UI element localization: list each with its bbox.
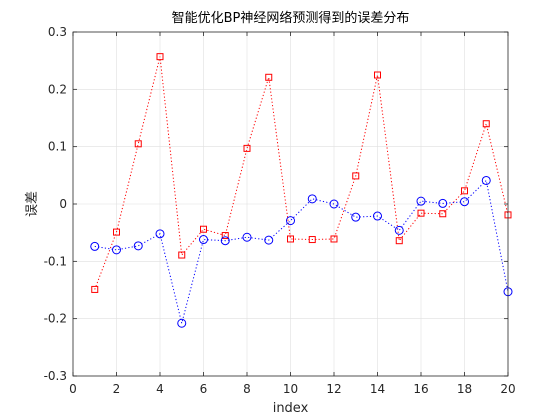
series-2-point — [351, 212, 361, 222]
series-1-point — [243, 144, 251, 152]
y-tick-label: 0.2 — [48, 82, 67, 96]
series-2-point — [329, 199, 339, 209]
series-2-point — [286, 216, 295, 226]
series-2-point — [460, 197, 469, 207]
grid-lines — [73, 32, 508, 376]
series-2-point — [307, 194, 317, 204]
x-tick-label: 8 — [243, 382, 251, 396]
y-tick-label: -0.3 — [44, 369, 67, 383]
x-tick-label: 4 — [156, 382, 164, 396]
series-2-point — [373, 211, 382, 221]
x-axis-label: index — [273, 401, 309, 416]
series-2-point — [394, 225, 404, 235]
series-1-point — [221, 232, 229, 240]
y-tick-label: 0 — [59, 197, 67, 211]
x-tick-label: 20 — [500, 382, 515, 396]
x-tick-label: 0 — [69, 382, 77, 396]
x-tick-label: 2 — [113, 382, 121, 396]
y-tick-label: 0.1 — [48, 140, 67, 154]
series-1-point — [134, 140, 142, 148]
series-1-point — [156, 53, 164, 61]
chart-title: 智能优化BP神经网络预测得到的误差分布 — [172, 10, 410, 26]
x-tick-label: 10 — [283, 382, 298, 396]
series-1-point — [91, 285, 99, 293]
x-tick-label: 14 — [370, 382, 385, 396]
series-1-point — [352, 172, 360, 180]
y-axis-label: 误差 — [25, 191, 40, 217]
series-1-point — [482, 120, 490, 128]
x-tick-label: 12 — [326, 382, 341, 396]
series-2-point — [133, 241, 143, 251]
series-1-line — [94, 56, 509, 290]
series-1-point — [395, 237, 403, 245]
series-2-point — [264, 235, 274, 245]
series-1-point — [287, 235, 294, 243]
series-1-point — [178, 251, 186, 259]
series-1-point — [200, 225, 207, 233]
series-2-point — [112, 245, 121, 255]
series-1-point — [461, 187, 468, 195]
series-2-point — [199, 235, 208, 245]
series-1-point — [113, 228, 120, 236]
series-2-point — [438, 198, 448, 208]
x-tick-label: 18 — [457, 382, 472, 396]
series-1-point — [265, 73, 273, 81]
series-2-point — [177, 318, 187, 328]
series-2-point — [220, 236, 230, 246]
series-1-point — [330, 235, 338, 243]
series-2-point — [155, 229, 165, 239]
axis-ticks: 0 2 4 6 8 10 12 14 16 18 20 -0.3 -0.2 -0.1 0 0.1 0.2 0.3 — [44, 25, 516, 396]
x-tick-label: 6 — [200, 382, 208, 396]
series-1-point — [439, 210, 447, 218]
series-2-point — [416, 196, 426, 206]
x-tick-label: 16 — [413, 382, 428, 396]
series-2-line — [94, 179, 509, 324]
y-tick-label: -0.1 — [44, 254, 67, 268]
y-tick-label: 0.3 — [48, 25, 67, 39]
series-layer — [90, 53, 513, 328]
series-1-point — [417, 209, 425, 217]
y-tick-label: -0.2 — [44, 312, 67, 326]
series-1-point — [374, 71, 381, 79]
series-2-point — [481, 175, 491, 185]
series-2-point — [90, 241, 100, 251]
series-1-point — [308, 236, 316, 244]
series-2-point — [242, 232, 252, 242]
